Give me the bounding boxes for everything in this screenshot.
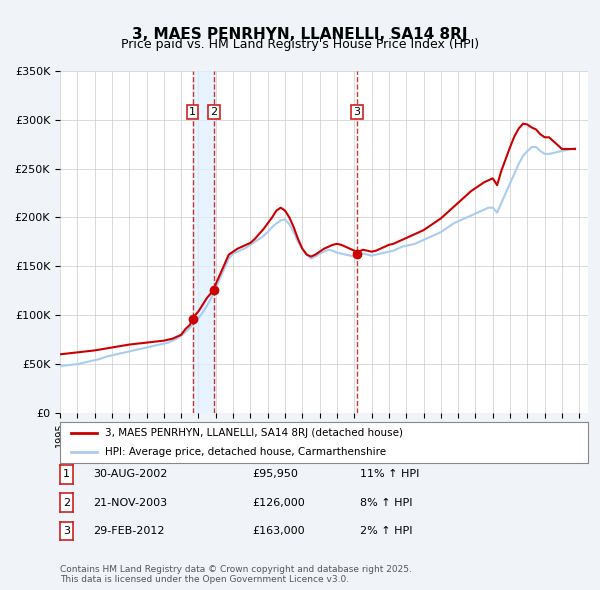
Text: 1: 1 xyxy=(189,107,196,117)
Text: 8% ↑ HPI: 8% ↑ HPI xyxy=(360,498,413,507)
Text: 21-NOV-2003: 21-NOV-2003 xyxy=(93,498,167,507)
Text: 30-AUG-2002: 30-AUG-2002 xyxy=(93,470,167,479)
Text: 29-FEB-2012: 29-FEB-2012 xyxy=(93,526,164,536)
Text: £95,950: £95,950 xyxy=(252,470,298,479)
Text: 2: 2 xyxy=(211,107,217,117)
Text: £126,000: £126,000 xyxy=(252,498,305,507)
Text: £163,000: £163,000 xyxy=(252,526,305,536)
Text: 2: 2 xyxy=(63,498,70,507)
Text: 3: 3 xyxy=(353,107,361,117)
Text: 3: 3 xyxy=(63,526,70,536)
Text: Contains HM Land Registry data © Crown copyright and database right 2025.
This d: Contains HM Land Registry data © Crown c… xyxy=(60,565,412,584)
Text: 3, MAES PENRHYN, LLANELLI, SA14 8RJ: 3, MAES PENRHYN, LLANELLI, SA14 8RJ xyxy=(132,27,468,41)
Text: Price paid vs. HM Land Registry's House Price Index (HPI): Price paid vs. HM Land Registry's House … xyxy=(121,38,479,51)
Text: 11% ↑ HPI: 11% ↑ HPI xyxy=(360,470,419,479)
Text: 1: 1 xyxy=(63,470,70,479)
Text: HPI: Average price, detached house, Carmarthenshire: HPI: Average price, detached house, Carm… xyxy=(105,447,386,457)
Text: 3, MAES PENRHYN, LLANELLI, SA14 8RJ (detached house): 3, MAES PENRHYN, LLANELLI, SA14 8RJ (det… xyxy=(105,428,403,438)
Text: 2% ↑ HPI: 2% ↑ HPI xyxy=(360,526,413,536)
Bar xyxy=(193,71,214,413)
